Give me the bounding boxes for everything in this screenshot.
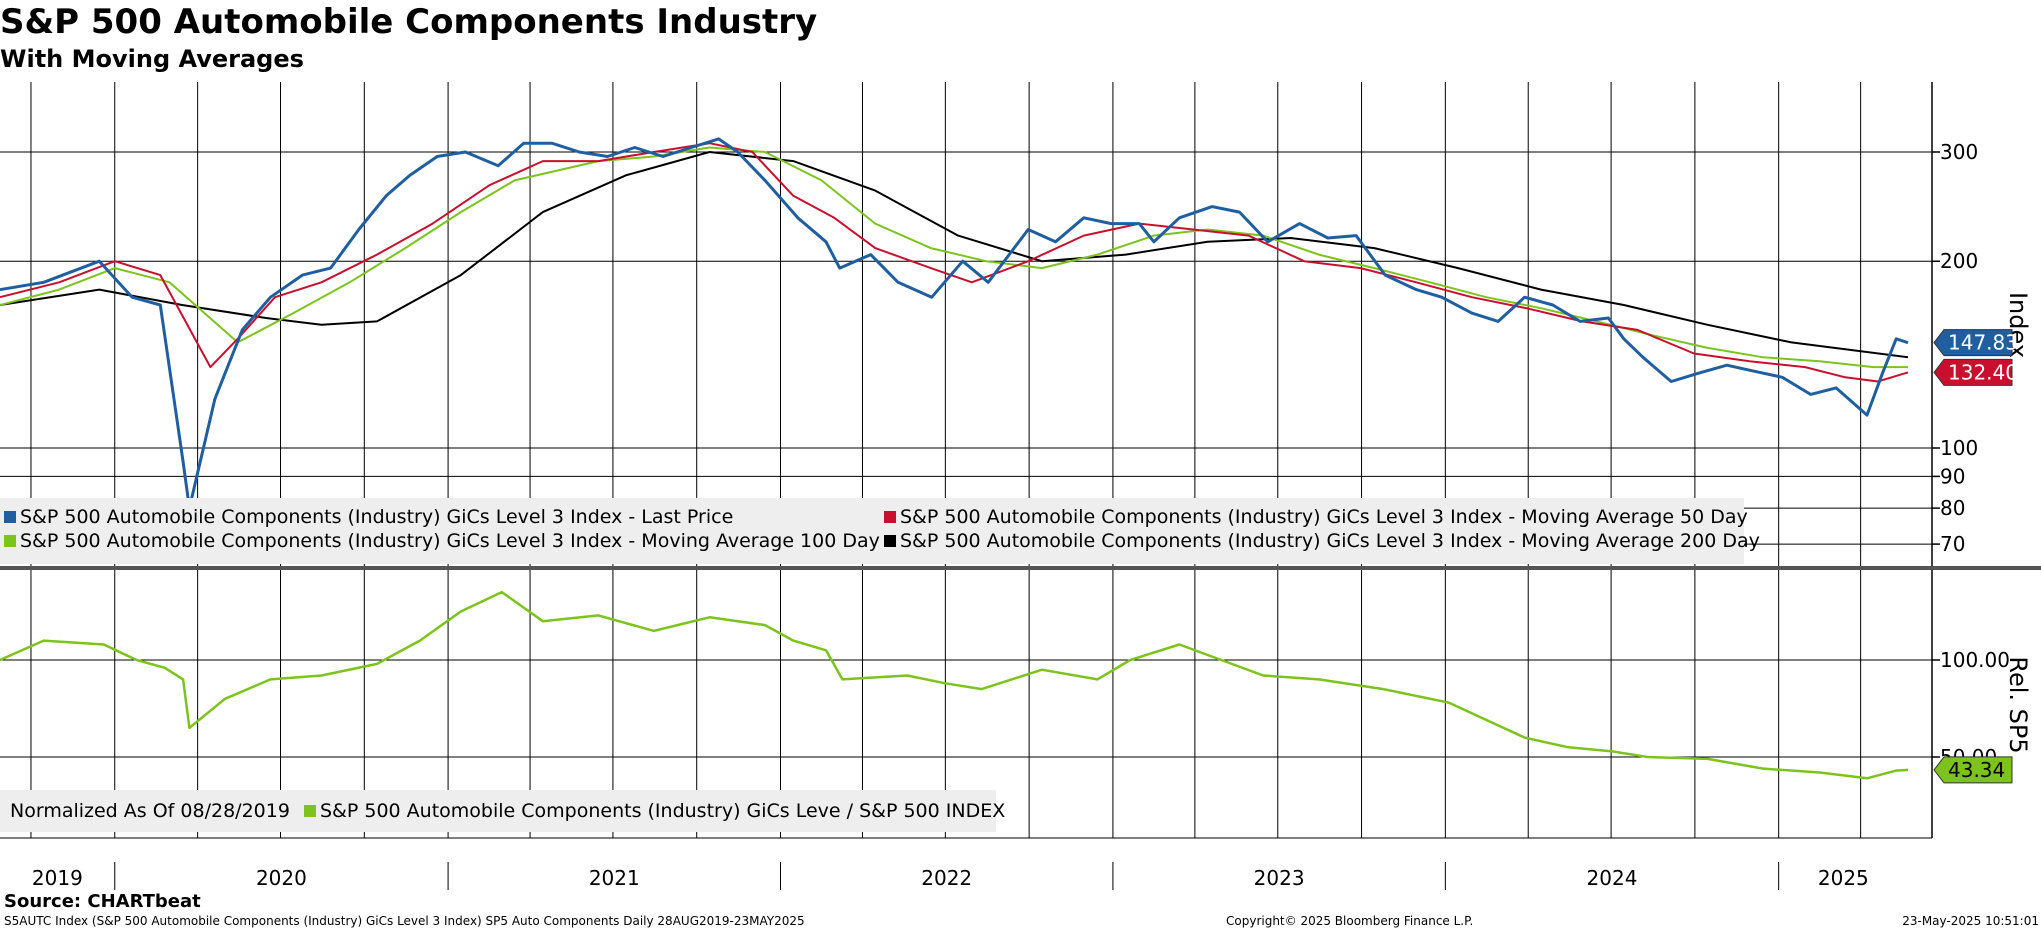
upper-legend: S&P 500 Automobile Components (Industry)… <box>0 498 1760 564</box>
grid-layer <box>0 82 1932 838</box>
normalized-note-text: Normalized As Of 08/28/2019 <box>10 800 290 822</box>
legend-label-ma200: S&P 500 Automobile Components (Industry)… <box>900 530 1760 552</box>
badge-last-price-shape <box>1933 329 2013 357</box>
x-tick-label: 2019 <box>32 866 83 890</box>
footer-timestamp: 23-May-2025 10:51:01 <box>1902 914 2039 928</box>
legend-swatch-relative <box>304 805 316 817</box>
badge-last-price-text: 147.83 <box>1948 331 2018 355</box>
y-tick-label-upper: 90 <box>1940 464 1965 488</box>
legend-item-ma50: S&P 500 Automobile Components (Industry)… <box>884 506 1748 528</box>
series-layer <box>0 137 1909 780</box>
y-tick-label-lower: 100.00 <box>1940 648 2010 672</box>
x-tick-label: 2020 <box>256 866 307 890</box>
legend-label-ma50: S&P 500 Automobile Components (Industry)… <box>900 506 1748 528</box>
chart-title: S&P 500 Automobile Components Industry <box>0 2 818 42</box>
legend-swatch-ma100 <box>4 535 16 547</box>
series-line-relative <box>0 590 1909 780</box>
x-tick-label: 2023 <box>1254 866 1305 890</box>
x-tick-label: 2025 <box>1818 866 1869 890</box>
x-tick-label: 2024 <box>1587 866 1638 890</box>
y-tick-label-upper: 80 <box>1940 496 1965 520</box>
badge-ma50-shape <box>1933 358 2013 386</box>
badge-relative-text: 43.34 <box>1948 758 2005 782</box>
y-tick-label-upper: 300 <box>1940 140 1978 164</box>
legend-item-last-price: S&P 500 Automobile Components (Industry)… <box>4 506 733 528</box>
legend-swatch-ma200 <box>884 535 896 547</box>
y-axis-title-lower: Rel. SP5 <box>2004 656 2032 753</box>
series-line-last <box>0 137 1909 510</box>
footer-copyright: Copyright© 2025 Bloomberg Finance L.P. <box>1226 914 1474 928</box>
x-tick-label: 2021 <box>589 866 640 890</box>
series-line-ma50 <box>0 142 1909 383</box>
badge-ma50-text: 132.40 <box>1948 360 2018 384</box>
legend-label-last-price: S&P 500 Automobile Components (Industry)… <box>20 506 734 528</box>
legend-label-ma100: S&P 500 Automobile Components (Industry)… <box>20 530 880 552</box>
chart-subtitle: With Moving Averages <box>0 45 304 73</box>
legend-swatch-ma50 <box>884 511 896 523</box>
legend-label-relative: S&P 500 Automobile Components (Industry)… <box>320 800 1006 822</box>
badge-relative-shape <box>1933 756 2013 784</box>
y-tick-label-upper: 100 <box>1940 436 1978 460</box>
legend-swatch-last-price <box>4 511 16 523</box>
footer-ticker-info: S5AUTC Index (S&P 500 Automobile Compone… <box>4 914 805 928</box>
series-line-ma200 <box>0 151 1909 359</box>
x-tick-label: 2022 <box>921 866 972 890</box>
legend-normalized-note: Normalized As Of 08/28/2019 <box>10 800 290 822</box>
legend-item-ma100: S&P 500 Automobile Components (Industry)… <box>4 530 880 552</box>
y-tick-label-upper: 200 <box>1940 249 1978 273</box>
y-tick-label-upper: 70 <box>1940 532 1965 556</box>
lower-legend: Normalized As Of 08/28/2019 S&P 500 Auto… <box>0 790 1005 832</box>
legend-item-relative: S&P 500 Automobile Components (Industry)… <box>304 800 1005 822</box>
source-note: Source: CHARTbeat <box>4 891 201 912</box>
legend-item-ma200: S&P 500 Automobile Components (Industry)… <box>884 530 1760 552</box>
